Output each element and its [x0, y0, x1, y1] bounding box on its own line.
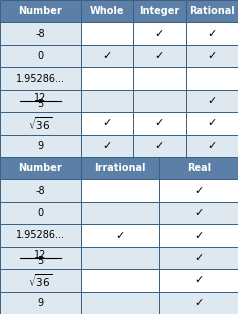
- Text: 0: 0: [37, 51, 44, 61]
- Bar: [133, 135, 186, 157]
- Text: $\sqrt{36}$: $\sqrt{36}$: [28, 272, 53, 289]
- Bar: [81, 157, 159, 179]
- Text: ✓: ✓: [102, 141, 112, 151]
- Text: ✓: ✓: [102, 118, 112, 128]
- Bar: [81, 135, 133, 157]
- Bar: [159, 179, 238, 202]
- Bar: [81, 269, 159, 292]
- Bar: [133, 0, 186, 22]
- Text: Rational: Rational: [189, 6, 235, 16]
- Bar: [81, 292, 159, 314]
- Text: -8: -8: [36, 29, 45, 39]
- Bar: [0, 269, 81, 292]
- Bar: [133, 112, 186, 135]
- Bar: [0, 0, 81, 22]
- Bar: [159, 292, 238, 314]
- Bar: [0, 224, 81, 247]
- Bar: [81, 112, 133, 135]
- Bar: [186, 90, 238, 112]
- Text: ✓: ✓: [194, 230, 203, 241]
- Text: Irrational: Irrational: [94, 163, 146, 173]
- Bar: [159, 202, 238, 224]
- Text: ✓: ✓: [115, 230, 125, 241]
- Text: ✓: ✓: [207, 118, 217, 128]
- Bar: [186, 45, 238, 67]
- Bar: [186, 0, 238, 22]
- Bar: [81, 202, 159, 224]
- Text: Integer: Integer: [139, 6, 180, 16]
- Text: 5: 5: [37, 99, 44, 109]
- Text: 12: 12: [34, 93, 47, 103]
- Text: $\sqrt{36}$: $\sqrt{36}$: [28, 115, 53, 132]
- Text: ✓: ✓: [194, 275, 203, 285]
- Bar: [81, 90, 133, 112]
- Text: ✓: ✓: [194, 298, 203, 308]
- Text: ✓: ✓: [155, 51, 164, 61]
- Text: 12: 12: [34, 250, 47, 260]
- Bar: [0, 247, 81, 269]
- Bar: [81, 224, 159, 247]
- Bar: [81, 45, 133, 67]
- Text: ✓: ✓: [207, 96, 217, 106]
- Bar: [0, 292, 81, 314]
- Bar: [81, 22, 133, 45]
- Text: ✓: ✓: [102, 51, 112, 61]
- Text: 5: 5: [37, 256, 44, 266]
- Text: 1.95286...: 1.95286...: [16, 230, 65, 241]
- Bar: [0, 157, 81, 179]
- Text: ✓: ✓: [155, 118, 164, 128]
- Bar: [186, 112, 238, 135]
- Bar: [186, 135, 238, 157]
- Text: ✓: ✓: [207, 29, 217, 39]
- Text: ✓: ✓: [194, 186, 203, 196]
- Text: ✓: ✓: [155, 29, 164, 39]
- Bar: [81, 247, 159, 269]
- Bar: [81, 0, 133, 22]
- Bar: [81, 179, 159, 202]
- Bar: [186, 22, 238, 45]
- Bar: [159, 269, 238, 292]
- Text: 0: 0: [37, 208, 44, 218]
- Bar: [0, 202, 81, 224]
- Text: Real: Real: [187, 163, 211, 173]
- Bar: [0, 22, 81, 45]
- Bar: [81, 67, 133, 90]
- Text: Number: Number: [19, 6, 62, 16]
- Bar: [133, 22, 186, 45]
- Text: ✓: ✓: [207, 141, 217, 151]
- Bar: [0, 67, 81, 90]
- Text: ✓: ✓: [207, 51, 217, 61]
- Text: ✓: ✓: [194, 208, 203, 218]
- Text: 1.95286...: 1.95286...: [16, 73, 65, 84]
- Text: 9: 9: [37, 141, 44, 151]
- Bar: [159, 247, 238, 269]
- Bar: [0, 112, 81, 135]
- Bar: [133, 45, 186, 67]
- Bar: [133, 90, 186, 112]
- Bar: [0, 45, 81, 67]
- Bar: [0, 179, 81, 202]
- Bar: [159, 224, 238, 247]
- Text: ✓: ✓: [194, 253, 203, 263]
- Bar: [186, 67, 238, 90]
- Text: -8: -8: [36, 186, 45, 196]
- Bar: [0, 90, 81, 112]
- Bar: [0, 135, 81, 157]
- Bar: [159, 157, 238, 179]
- Text: ✓: ✓: [155, 141, 164, 151]
- Text: Whole: Whole: [90, 6, 124, 16]
- Bar: [133, 67, 186, 90]
- Text: Number: Number: [19, 163, 62, 173]
- Text: 9: 9: [37, 298, 44, 308]
